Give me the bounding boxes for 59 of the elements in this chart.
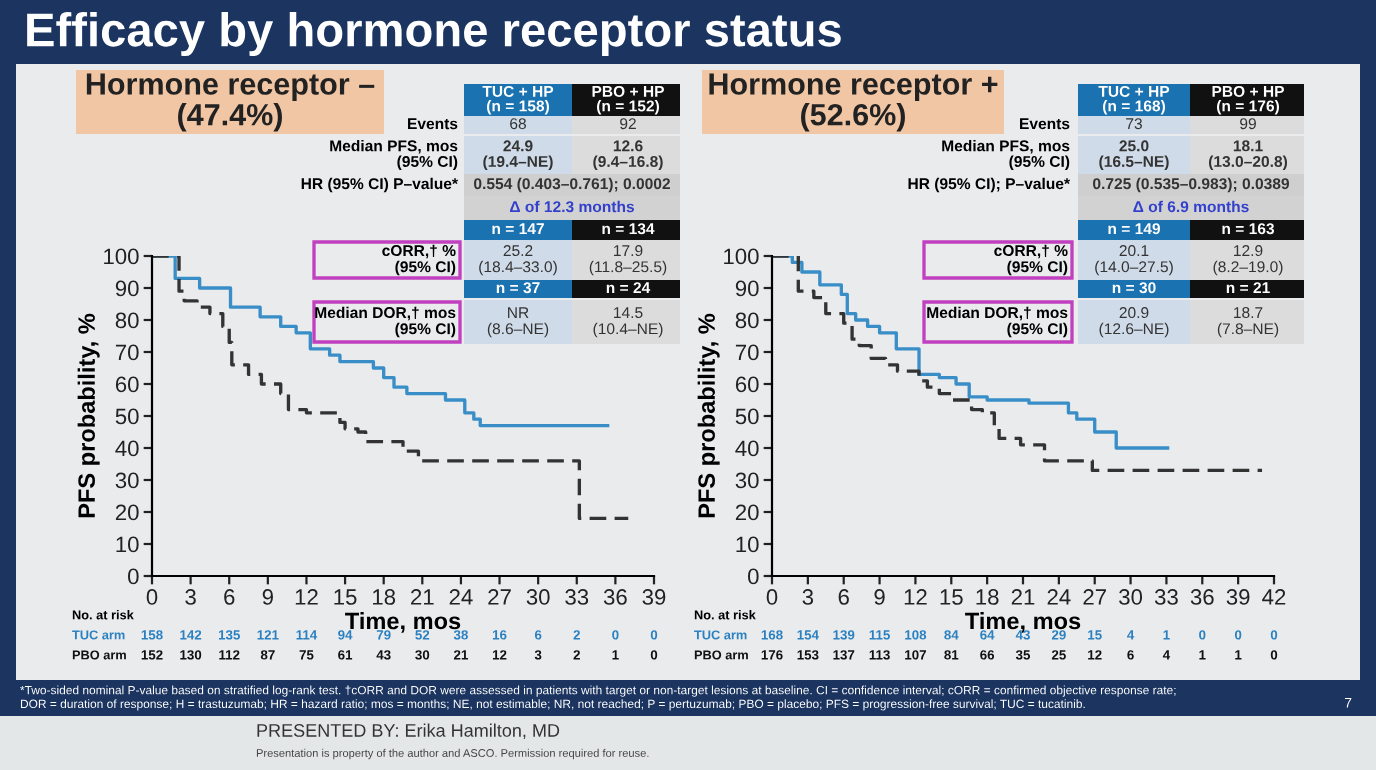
y-tick-label: 80 [735,312,759,329]
y-tick-label: 80 [115,312,139,329]
y-tick-label: 10 [736,536,759,553]
chart-subtitle: Hormone receptor – (47.4%) [86,73,375,132]
x-tick-label: 30 [526,589,550,605]
x-axis-title: Time, mos [965,611,1081,633]
x-tick-label: 0 [766,589,778,605]
y-tick-label: 0 [748,568,759,585]
x-tick-label: 42 [1262,589,1286,605]
x-tick-label: 36 [603,589,627,605]
x-tick-label: 3 [185,589,196,605]
x-tick-label: 30 [1119,589,1143,605]
y-tick-label: 30 [735,472,759,489]
y-tick-label: 10 [116,536,139,553]
y-tick-label: 50 [735,408,759,425]
y-tick-label: 0 [128,568,139,585]
y-axis-title: PFS probability, % [697,313,720,518]
y-tick-label: 100 [724,248,759,265]
x-tick-label: 18 [976,589,999,605]
x-tick-label: 9 [874,589,885,605]
y-tick-label: 50 [115,408,139,425]
y-tick-label: 90 [735,280,759,297]
x-tick-label: 21 [1011,589,1035,605]
y-tick-label: 90 [115,280,139,297]
x-tick-label: 6 [838,589,849,605]
x-tick-label: 33 [565,589,589,605]
y-tick-label: 70 [115,344,139,361]
y-tick-label: 60 [115,376,139,393]
x-axis-title: Time, mos [345,611,461,633]
y-axis-title: PFS probability, % [77,313,100,518]
x-tick-label: 12 [295,589,318,605]
x-tick-label: 21 [411,589,434,605]
chart-title: Efficacy by hormone receptor status [27,11,841,57]
text: PRESENTED BY: Erika Hamilton, MD [257,723,560,739]
x-tick-label: 33 [1154,589,1178,605]
y-tick-label: 30 [115,472,139,489]
x-tick-label: 27 [488,589,511,605]
x-tick-label: 39 [642,589,666,605]
x-tick-label: 24 [1047,589,1071,605]
y-tick-label: 70 [735,344,759,361]
x-tick-label: 3 [802,589,814,605]
y-tick-label: 20 [735,504,759,521]
y-tick-label: 40 [115,440,139,457]
x-tick-label: 6 [224,589,235,605]
x-tick-label: 12 [904,589,927,605]
chart-subtitle: Hormone receptor + (52.6%) [709,73,998,132]
x-tick-label: 27 [1083,589,1106,605]
x-tick-label: 18 [373,589,396,605]
x-tick-label: 24 [449,589,473,605]
x-tick-label: 9 [262,589,273,605]
y-tick-label: 60 [735,376,759,393]
x-tick-label: 39 [1226,589,1250,605]
x-tick-label: 15 [940,589,963,605]
x-tick-label: 36 [1190,589,1214,605]
x-tick-label: 0 [146,589,158,605]
y-tick-label: 40 [735,440,759,457]
y-tick-label: 100 [104,248,139,265]
x-tick-label: 15 [334,589,357,605]
y-tick-label: 20 [115,504,139,521]
